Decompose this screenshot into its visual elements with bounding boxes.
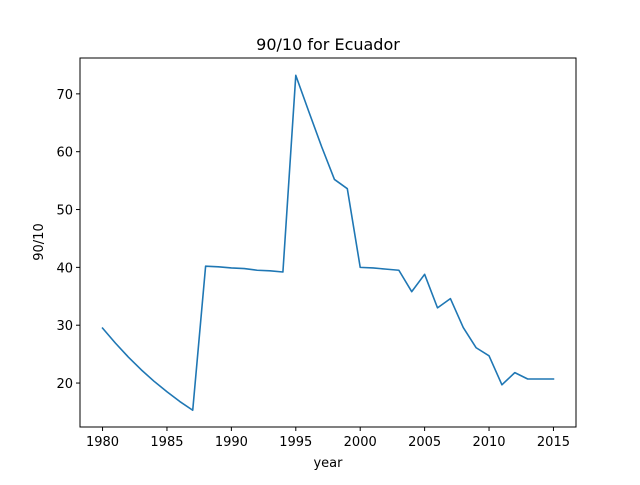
y-tick-label: 20 xyxy=(56,377,73,392)
y-tick-label: 40 xyxy=(56,261,73,276)
plot-frame xyxy=(79,57,577,428)
series-group xyxy=(101,74,555,412)
x-tick-label: 1985 xyxy=(150,435,183,450)
y-tick-label: 60 xyxy=(56,146,73,161)
series-line xyxy=(101,74,555,412)
x-tick-label: 1990 xyxy=(215,435,248,450)
x-axis-label: year xyxy=(313,456,343,471)
chart-title: 90/10 for Ecuador xyxy=(256,35,400,54)
y-tick-label: 30 xyxy=(56,319,73,334)
axis-ticks: 1980 1985 1990 1995 2000 2005 2010 2015 20 30 40 50… xyxy=(56,88,570,450)
x-tick-label: 2000 xyxy=(344,435,377,450)
x-tick-label: 1995 xyxy=(279,435,312,450)
y-axis-label: 90/10 xyxy=(32,223,47,260)
x-tick-label: 2015 xyxy=(537,435,570,450)
y-tick-label: 70 xyxy=(56,88,73,103)
x-tick-label: 2005 xyxy=(408,435,441,450)
x-tick-label: 2010 xyxy=(472,435,505,450)
x-tick-label: 1980 xyxy=(86,435,119,450)
y-tick-label: 50 xyxy=(56,204,73,219)
